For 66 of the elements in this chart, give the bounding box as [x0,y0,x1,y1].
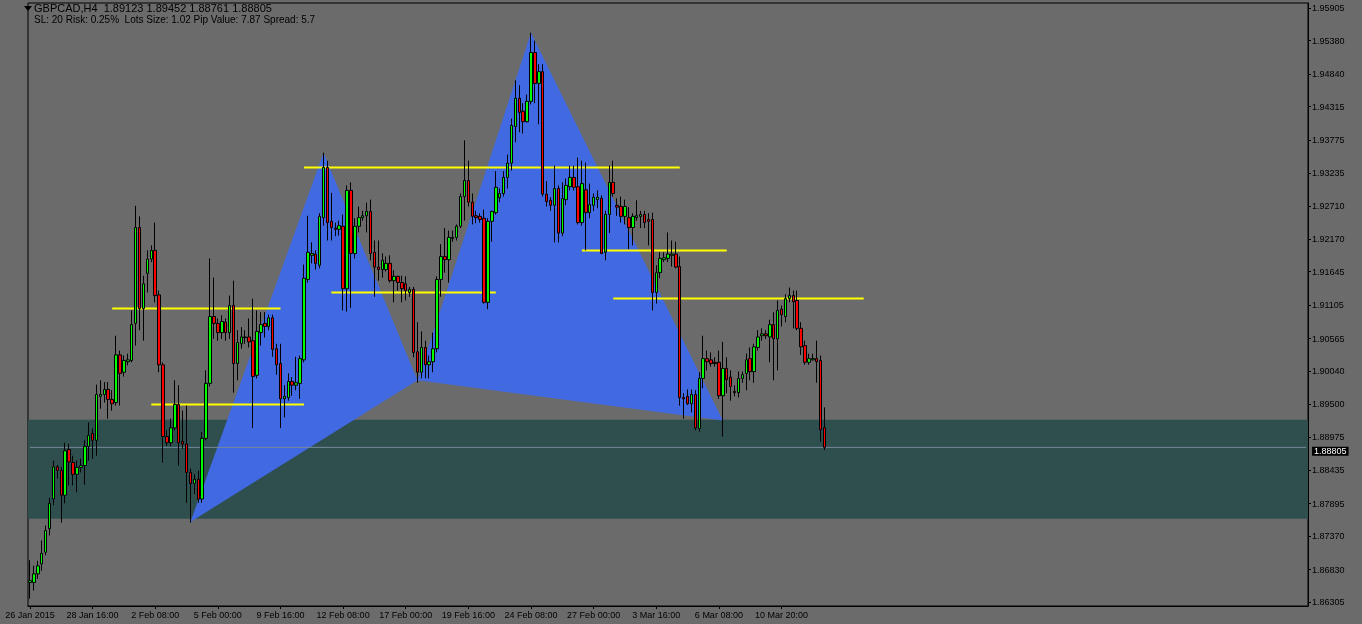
x-tick-label: 26 Jan 2015 [5,609,55,620]
candlestick [576,157,580,225]
y-tick-label: 1.94315 [1312,101,1345,112]
candlestick [52,460,55,506]
candlestick [651,212,654,311]
y-tick-label: 1.87370 [1312,531,1345,542]
candlestick [619,196,623,224]
candlestick [44,525,47,556]
candlestick [447,230,451,284]
candlestick [404,275,407,301]
chart-title: GBPCAD,H4 1.89123 1.89452 1.88761 1.88805 [34,1,272,14]
x-tick-label: 6 Mar 08:00 [694,609,743,620]
y-tick-label: 1.86305 [1312,596,1345,607]
text: SL: 20 Risk: 0.25% Lots Size: 1.02 Pip Value: 7.87 Spread: 5.7 [34,13,316,25]
y-tick-label: 1.95380 [1312,35,1345,46]
candlestick [95,384,98,457]
y-tick-label: 1.93235 [1312,168,1345,179]
x-tick-label: 9 Feb 16:00 [256,609,305,620]
y-tick-label: 1.92170 [1312,234,1345,245]
candlestick [177,384,180,467]
candlestick [553,165,556,243]
x-tick-label: 17 Feb 00:00 [379,609,433,620]
candlestick [251,298,255,429]
x-tick-label: 5 Feb 00:00 [193,609,242,620]
candlestick [400,275,404,303]
y-tick-label: 1.93775 [1312,134,1345,145]
candlestick [721,341,725,438]
y-tick-label: 1.94840 [1312,69,1345,80]
candlestick [75,460,79,493]
x-tick-label: 24 Feb 08:00 [504,609,558,620]
y-tick-label: 1.90565 [1312,333,1345,344]
y-tick-label: 1.91105 [1312,300,1344,311]
x-tick-label: 28 Jan 16:00 [66,609,119,620]
candlestick [130,309,133,363]
candlestick [134,205,137,347]
x-tick-label: 10 Mar 20:00 [754,609,809,620]
candlestick [220,314,224,340]
candlestick [737,371,740,399]
y-tick-label: 1.92710 [1312,200,1345,211]
candlestick [666,231,670,263]
candlestick [106,381,110,420]
candlestick [114,335,118,407]
candlestick [792,290,795,329]
y-tick-label: 1.86830 [1312,564,1345,575]
y-tick-label: 1.95905 [1312,3,1345,14]
candlestick [482,209,486,305]
y-tick-label: 1.89500 [1312,399,1345,410]
x-tick-label: 12 Feb 08:00 [316,609,370,620]
candlestick [345,184,349,313]
x-tick-label: 3 Mar 16:00 [632,609,681,620]
x-tick-label: 27 Feb 00:00 [567,609,621,620]
candlestick [146,249,149,293]
candlestick [48,497,51,536]
y-tick-label: 1.88435 [1312,465,1345,476]
candlestick [279,343,282,429]
candlestick [584,162,588,251]
ref-line-label: 1.88805 [1314,446,1347,457]
y-tick-label: 1.91645 [1312,266,1345,277]
candlestick [709,351,713,368]
y-tick-label: 1.88975 [1312,431,1345,442]
candlestick [232,280,235,394]
y-tick-label: 1.90040 [1312,365,1345,376]
x-tick-label: 19 Feb 16:00 [441,609,495,620]
y-tick-label: 1.87895 [1312,498,1345,509]
x-tick-label: 2 Feb 08:00 [131,609,180,620]
candlestick [349,181,353,309]
